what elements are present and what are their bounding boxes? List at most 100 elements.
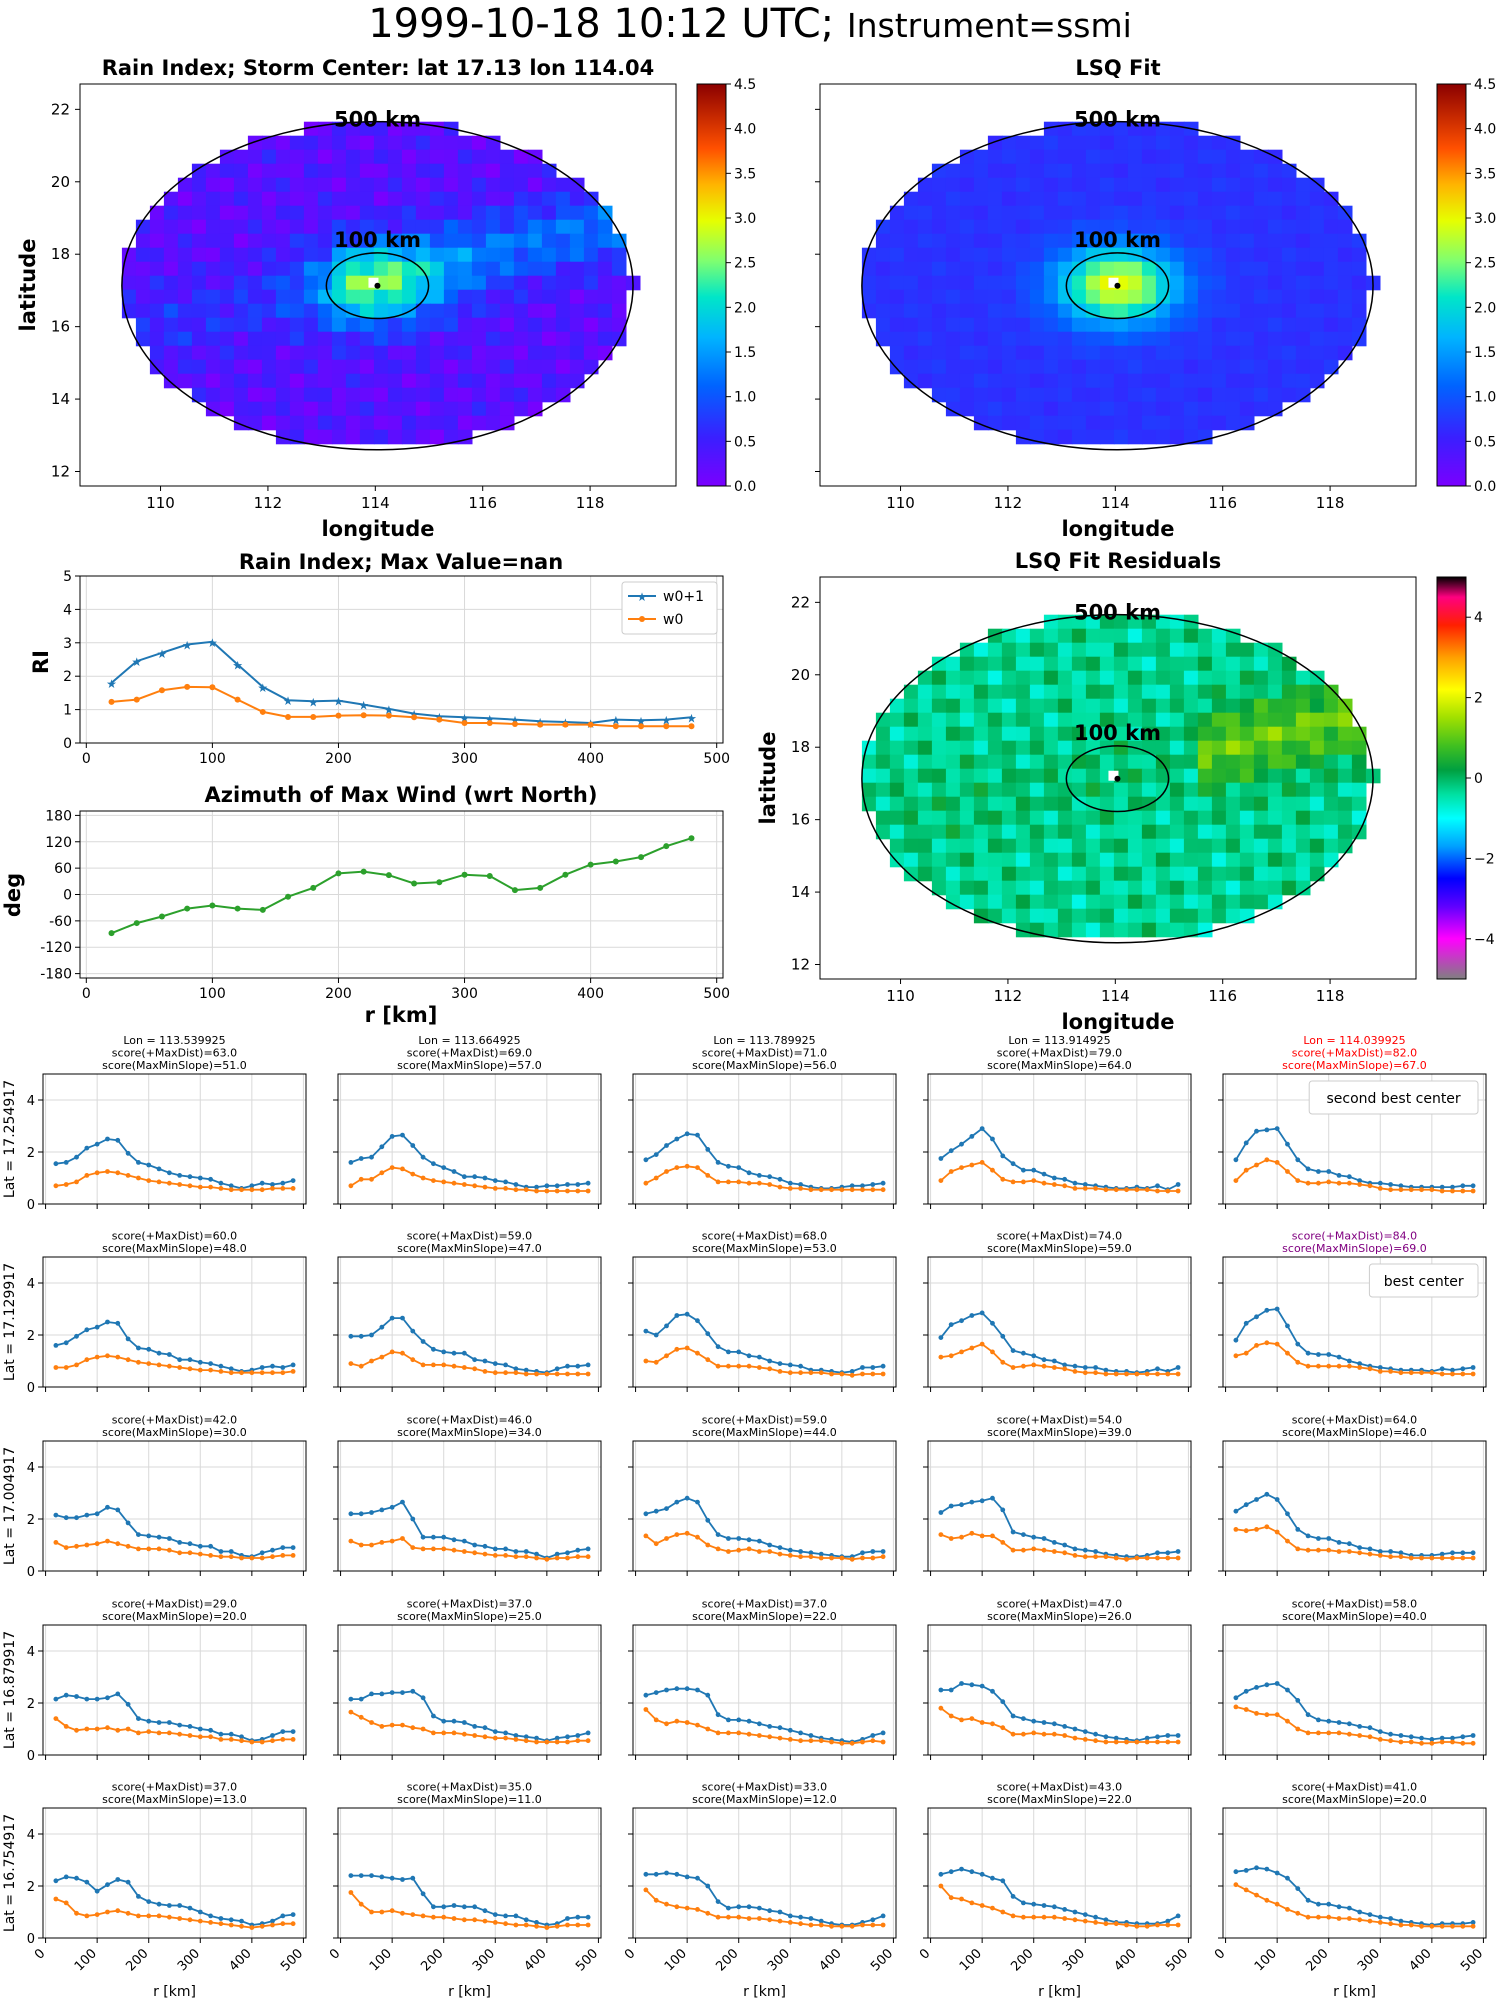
candidate-panel: score(+MaxDist)=37.0score(MaxMinSlope)=2…: [628, 1598, 897, 1760]
data-point: [777, 1725, 783, 1731]
data-point: [1000, 1153, 1006, 1159]
data-point: [1450, 1188, 1455, 1194]
panel-legend-box: [1308, 1080, 1479, 1115]
figure-title-time: 1999-10-18 10:12 UTC;: [368, 1, 835, 47]
data-point: [208, 1727, 213, 1733]
data-point: [156, 1534, 162, 1540]
data-point: [197, 1909, 203, 1915]
data-point: [115, 1727, 121, 1733]
data-point: [472, 1183, 478, 1189]
data-point: [1419, 1740, 1424, 1746]
data-point: [1051, 1904, 1057, 1910]
data-point: [1450, 1550, 1455, 1556]
data-point: [674, 1136, 680, 1142]
data-point: [208, 1553, 213, 1558]
data-point: [664, 1536, 669, 1541]
data-point: [285, 893, 292, 900]
data-point: [1470, 1920, 1476, 1925]
data-point: [643, 1328, 649, 1334]
data-point: [156, 1730, 162, 1736]
data-point: [1326, 1730, 1332, 1736]
data-point: [1274, 1306, 1280, 1312]
data-point: [385, 712, 392, 719]
data-point: [948, 1169, 954, 1174]
data-point: [461, 871, 468, 878]
data-point: [136, 1345, 141, 1351]
data-point: [562, 721, 569, 728]
data-point: [53, 1343, 59, 1348]
panel-xlabel: r [km]: [448, 1984, 491, 2000]
data-point: [239, 1187, 244, 1193]
data-point: [270, 1370, 275, 1376]
data-point: [808, 1554, 814, 1560]
data-point: [684, 1131, 690, 1137]
data-point: [208, 1913, 213, 1919]
panel-title-line: score(+MaxDist)=37.0: [112, 1781, 237, 1794]
data-point: [1388, 1738, 1393, 1744]
data-point: [1010, 1529, 1016, 1535]
x-tick-label: 300: [765, 1946, 793, 1974]
data-point: [777, 1918, 783, 1924]
panel-title-line: score(MaxMinSlope)=34.0: [397, 1426, 542, 1439]
data-point: [829, 1555, 834, 1561]
data-point: [259, 708, 266, 715]
series-line: [1235, 1127, 1474, 1188]
data-point: [208, 1367, 213, 1373]
data-point: [1165, 1918, 1171, 1924]
data-point: [94, 1726, 100, 1732]
colorbar: [696, 83, 727, 487]
data-point: [369, 1691, 374, 1697]
data-point: [653, 1871, 659, 1877]
panel-title-line: score(MaxMinSlope)=51.0: [102, 1059, 247, 1072]
colorbar: [1436, 576, 1467, 980]
colorbar-tick-label: −4: [1474, 932, 1495, 948]
data-point: [239, 1734, 244, 1740]
data-point: [136, 1160, 141, 1165]
data-point: [870, 1733, 876, 1738]
data-point: [959, 1349, 964, 1355]
candidate-panel: score(+MaxDist)=47.0score(MaxMinSlope)=2…: [923, 1598, 1192, 1760]
data-point: [177, 1550, 183, 1556]
data-point: [829, 1739, 834, 1745]
data-point: [1346, 1916, 1352, 1921]
data-point: [1357, 1182, 1363, 1187]
data-point: [1357, 1550, 1363, 1556]
data-point: [849, 1183, 855, 1189]
data-point: [1388, 1187, 1393, 1193]
data-point: [1429, 1370, 1435, 1376]
x-tick-label: 200: [123, 1946, 151, 1974]
panel-title-line: score(MaxMinSlope)=22.0: [692, 1610, 837, 1623]
data-point: [1295, 1910, 1301, 1916]
plot-frame: [927, 1073, 1192, 1205]
data-point: [1377, 1369, 1383, 1374]
data-point: [270, 1922, 275, 1928]
data-point: [664, 1323, 669, 1329]
data-point: [1336, 1173, 1342, 1178]
data-point: [787, 1180, 793, 1186]
data-point: [187, 1541, 193, 1547]
series-line: [1235, 1883, 1474, 1928]
data-point: [431, 1730, 436, 1736]
y-tick-label: 4: [27, 1461, 35, 1476]
data-point: [197, 1918, 203, 1924]
data-point: [136, 1716, 141, 1721]
data-point: [544, 1739, 550, 1745]
panel-title-line: score(MaxMinSlope)=57.0: [397, 1059, 542, 1072]
data-point: [1031, 1901, 1037, 1907]
data-point: ★: [308, 695, 319, 709]
data-point: [674, 1686, 680, 1692]
data-point: [1021, 1900, 1026, 1906]
data-point: [1316, 1169, 1321, 1174]
data-point: [705, 1692, 711, 1698]
data-point: [979, 1126, 985, 1131]
series-line: [940, 1311, 1179, 1374]
panel-title-line: score(MaxMinSlope)=25.0: [397, 1610, 542, 1623]
data-point: [513, 1187, 519, 1193]
data-point: [767, 1174, 773, 1180]
data-point: [1295, 1698, 1301, 1703]
data-point: [1336, 1363, 1342, 1369]
data-point: [74, 1875, 79, 1881]
data-point: [1072, 1369, 1078, 1374]
data-point: [1470, 1550, 1476, 1556]
data-point: [410, 1328, 416, 1334]
